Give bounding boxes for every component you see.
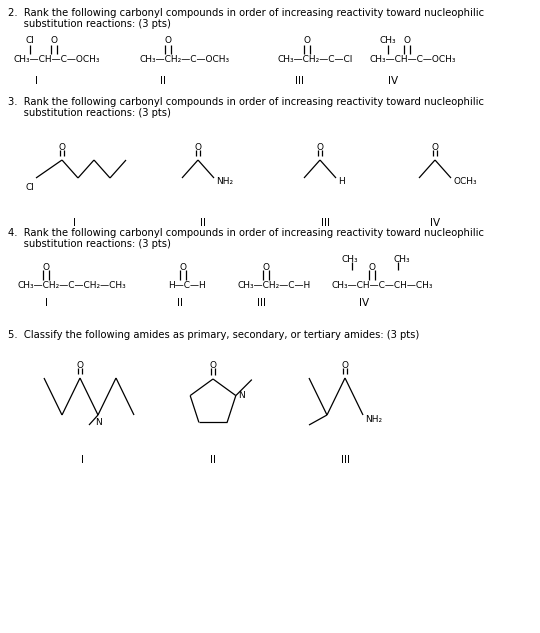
Text: 2.  Rank the following carbonyl compounds in order of increasing reactivity towa: 2. Rank the following carbonyl compounds… [8, 8, 484, 18]
Text: O: O [165, 36, 172, 45]
Text: CH₃: CH₃ [393, 255, 410, 264]
Text: II: II [177, 298, 183, 308]
Text: CH₃: CH₃ [342, 255, 359, 264]
Text: CH₃—CH—C—CH—CH₃: CH₃—CH—C—CH—CH₃ [332, 280, 434, 289]
Text: substitution reactions: (3 pts): substitution reactions: (3 pts) [8, 239, 171, 249]
Text: CH₃—CH₂—C—H: CH₃—CH₂—C—H [238, 280, 311, 289]
Text: OCH₃: OCH₃ [453, 177, 477, 187]
Text: 4.  Rank the following carbonyl compounds in order of increasing reactivity towa: 4. Rank the following carbonyl compounds… [8, 228, 484, 238]
Text: CH₃—CH—C—OCH₃: CH₃—CH—C—OCH₃ [14, 54, 100, 63]
Text: O: O [403, 36, 410, 45]
Text: I: I [35, 76, 37, 86]
Text: II: II [210, 455, 216, 465]
Text: O: O [43, 263, 50, 272]
Text: I: I [80, 455, 84, 465]
Text: IV: IV [388, 76, 398, 86]
Text: I: I [73, 218, 77, 228]
Text: O: O [179, 263, 186, 272]
Text: O: O [431, 143, 438, 152]
Text: O: O [210, 361, 217, 370]
Text: 3.  Rank the following carbonyl compounds in order of increasing reactivity towa: 3. Rank the following carbonyl compounds… [8, 97, 484, 107]
Text: N: N [238, 391, 245, 400]
Text: CH₃—CH₂—C—CH₂—CH₃: CH₃—CH₂—C—CH₂—CH₃ [18, 280, 127, 289]
Text: O: O [77, 361, 84, 370]
Text: I: I [44, 298, 48, 308]
Text: substitution reactions: (3 pts): substitution reactions: (3 pts) [8, 108, 171, 118]
Text: O: O [316, 143, 323, 152]
Text: O: O [58, 143, 65, 152]
Text: H: H [338, 177, 345, 187]
Text: III: III [295, 76, 305, 86]
Text: N: N [95, 418, 102, 427]
Text: IV: IV [430, 218, 440, 228]
Text: O: O [303, 36, 310, 45]
Text: O: O [194, 143, 201, 152]
Text: substitution reactions: (3 pts): substitution reactions: (3 pts) [8, 19, 171, 29]
Text: CH₃: CH₃ [379, 36, 396, 45]
Text: O: O [368, 263, 375, 272]
Text: Cl: Cl [25, 36, 35, 45]
Text: III: III [321, 218, 329, 228]
Text: CH₃—CH₂—C—Cl: CH₃—CH₂—C—Cl [278, 54, 353, 63]
Text: H—C—H: H—C—H [168, 280, 206, 289]
Text: NH₂: NH₂ [216, 177, 233, 187]
Text: II: II [160, 76, 166, 86]
Text: IV: IV [359, 298, 369, 308]
Text: O: O [262, 263, 269, 272]
Text: O: O [51, 36, 57, 45]
Text: O: O [341, 361, 348, 370]
Text: III: III [256, 298, 266, 308]
Text: 5.  Classify the following amides as primary, secondary, or tertiary amides: (3 : 5. Classify the following amides as prim… [8, 330, 419, 340]
Text: III: III [341, 455, 349, 465]
Text: Cl: Cl [26, 183, 35, 192]
Text: II: II [200, 218, 206, 228]
Text: CH₃—CH—C—OCH₃: CH₃—CH—C—OCH₃ [369, 54, 456, 63]
Text: CH₃—CH₂—C—OCH₃: CH₃—CH₂—C—OCH₃ [139, 54, 229, 63]
Text: NH₂: NH₂ [365, 415, 382, 423]
